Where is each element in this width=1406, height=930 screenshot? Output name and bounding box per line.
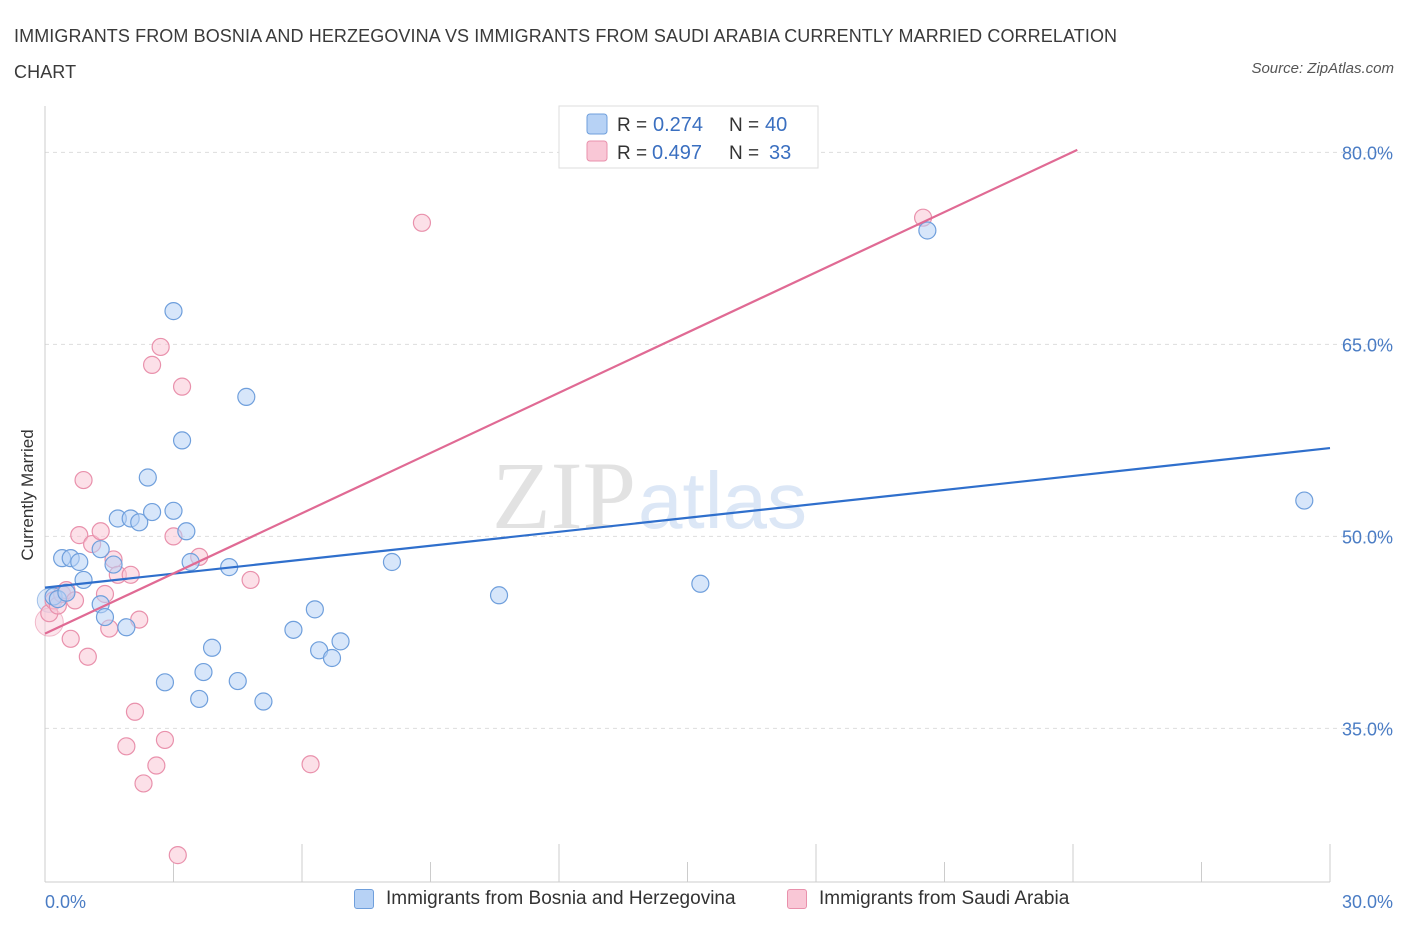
point-saudi-29 — [241, 570, 260, 590]
legend-swatch-bosnia-bottom — [354, 889, 374, 909]
legend-item-saudi: Immigrants from Saudi Arabia — [787, 888, 1069, 910]
legend-r-value-bosnia: 0.274 — [653, 114, 703, 136]
data-points — [34, 208, 1314, 865]
legend-label-saudi: Immigrants from Saudi Arabia — [819, 888, 1070, 909]
point-saudi-21 — [142, 355, 162, 374]
point-saudi-9 — [78, 647, 97, 666]
point-saudi-23 — [151, 337, 170, 357]
legend-r-value-saudi: 0.497 — [652, 142, 702, 164]
point-bosnia-39 — [1295, 491, 1314, 510]
point-bosnia-5 — [70, 552, 89, 572]
point-bosnia-34 — [331, 632, 350, 651]
point-saudi-7 — [74, 470, 93, 490]
point-bosnia-25 — [202, 638, 222, 657]
y-tick-label-1: 50.0% — [1342, 527, 1393, 547]
legend-swatch-saudi — [586, 140, 608, 162]
legend: R = 0.274 N = 40 R = 0.497 N = 33 — [558, 105, 819, 169]
grid — [45, 151, 1390, 729]
point-bosnia-21 — [177, 522, 196, 541]
point-bosnia-9 — [95, 607, 115, 627]
y-axis-title: Currently Married — [18, 429, 37, 560]
point-bosnia-12 — [117, 618, 136, 637]
point-bosnia-15 — [138, 468, 157, 487]
point-bosnia-16 — [142, 502, 162, 522]
legend-label-bosnia: Immigrants from Bosnia and Herzegovina — [386, 888, 736, 909]
axes — [44, 106, 1331, 883]
point-bosnia-37 — [691, 574, 710, 593]
point-bosnia-30 — [284, 620, 303, 639]
point-saudi-24 — [155, 730, 175, 750]
point-saudi-30 — [301, 755, 320, 774]
trend-line-saudi — [44, 148, 1078, 635]
point-bosnia-24 — [194, 662, 213, 682]
point-bosnia-27 — [228, 671, 247, 691]
point-bosnia-35 — [382, 552, 402, 572]
point-saudi-17 — [121, 565, 140, 584]
legend-n-label-bosnia: N = — [729, 115, 759, 136]
point-saudi-26 — [168, 846, 187, 865]
trend-lines — [44, 148, 1331, 635]
point-saudi-11 — [91, 522, 110, 541]
legend-swatch-saudi-bottom — [787, 889, 807, 909]
trend-line-bosnia — [44, 446, 1331, 589]
y-tick-label-0: 35.0% — [1342, 719, 1393, 739]
watermark-atlas: atlas — [638, 456, 807, 545]
point-bosnia-29 — [254, 692, 273, 711]
point-bosnia-33 — [322, 648, 342, 668]
x-tick-label-1: 30.0% — [1342, 892, 1393, 912]
point-bosnia-10 — [104, 555, 123, 574]
watermark: ZIP atlas — [492, 442, 807, 549]
point-saudi-18 — [125, 702, 145, 721]
y-tick-label-2: 65.0% — [1342, 335, 1393, 355]
legend-n-label-saudi: N = — [729, 143, 759, 164]
tick-labels: 35.0% 50.0% 65.0% 80.0% 0.0% 30.0% — [45, 143, 1393, 912]
legend-r-label-bosnia: R = — [617, 115, 647, 136]
point-saudi-16 — [117, 737, 136, 756]
legend-n-value-bosnia: 40 — [765, 114, 787, 136]
x-tick-label-0: 0.0% — [45, 892, 86, 912]
point-bosnia-38 — [918, 221, 937, 240]
chart-title: IMMIGRANTS FROM BOSNIA AND HERZEGOVINA V… — [14, 26, 1118, 82]
legend-n-value-saudi: 33 — [769, 142, 791, 164]
point-bosnia-19 — [164, 302, 183, 321]
point-saudi-20 — [134, 774, 153, 793]
point-saudi-8 — [70, 526, 89, 545]
point-bosnia-36 — [489, 586, 509, 605]
watermark-zip: ZIP — [492, 442, 636, 549]
point-bosnia-20 — [172, 431, 192, 450]
point-bosnia-14 — [130, 513, 149, 532]
legend-item-bosnia: Immigrants from Bosnia and Herzegovina — [354, 888, 736, 910]
point-saudi-31 — [412, 213, 432, 232]
point-bosnia-6 — [74, 570, 93, 590]
chart-source: Source: ZipAtlas.com — [1251, 60, 1394, 77]
point-saudi-5 — [61, 629, 80, 648]
point-bosnia-18 — [164, 501, 183, 520]
point-bosnia-31 — [305, 600, 324, 619]
legend-r-label-saudi: R = — [617, 143, 647, 164]
point-bosnia-23 — [190, 689, 209, 709]
point-saudi-27 — [172, 377, 192, 396]
point-bosnia-8 — [91, 540, 110, 559]
point-saudi-22 — [147, 756, 166, 775]
point-bosnia-17 — [155, 673, 175, 692]
series-legend: Immigrants from Bosnia and Herzegovina I… — [0, 888, 1406, 918]
point-bosnia-28 — [237, 387, 256, 406]
y-tick-label-3: 80.0% — [1342, 143, 1393, 163]
legend-swatch-bosnia — [586, 113, 608, 135]
